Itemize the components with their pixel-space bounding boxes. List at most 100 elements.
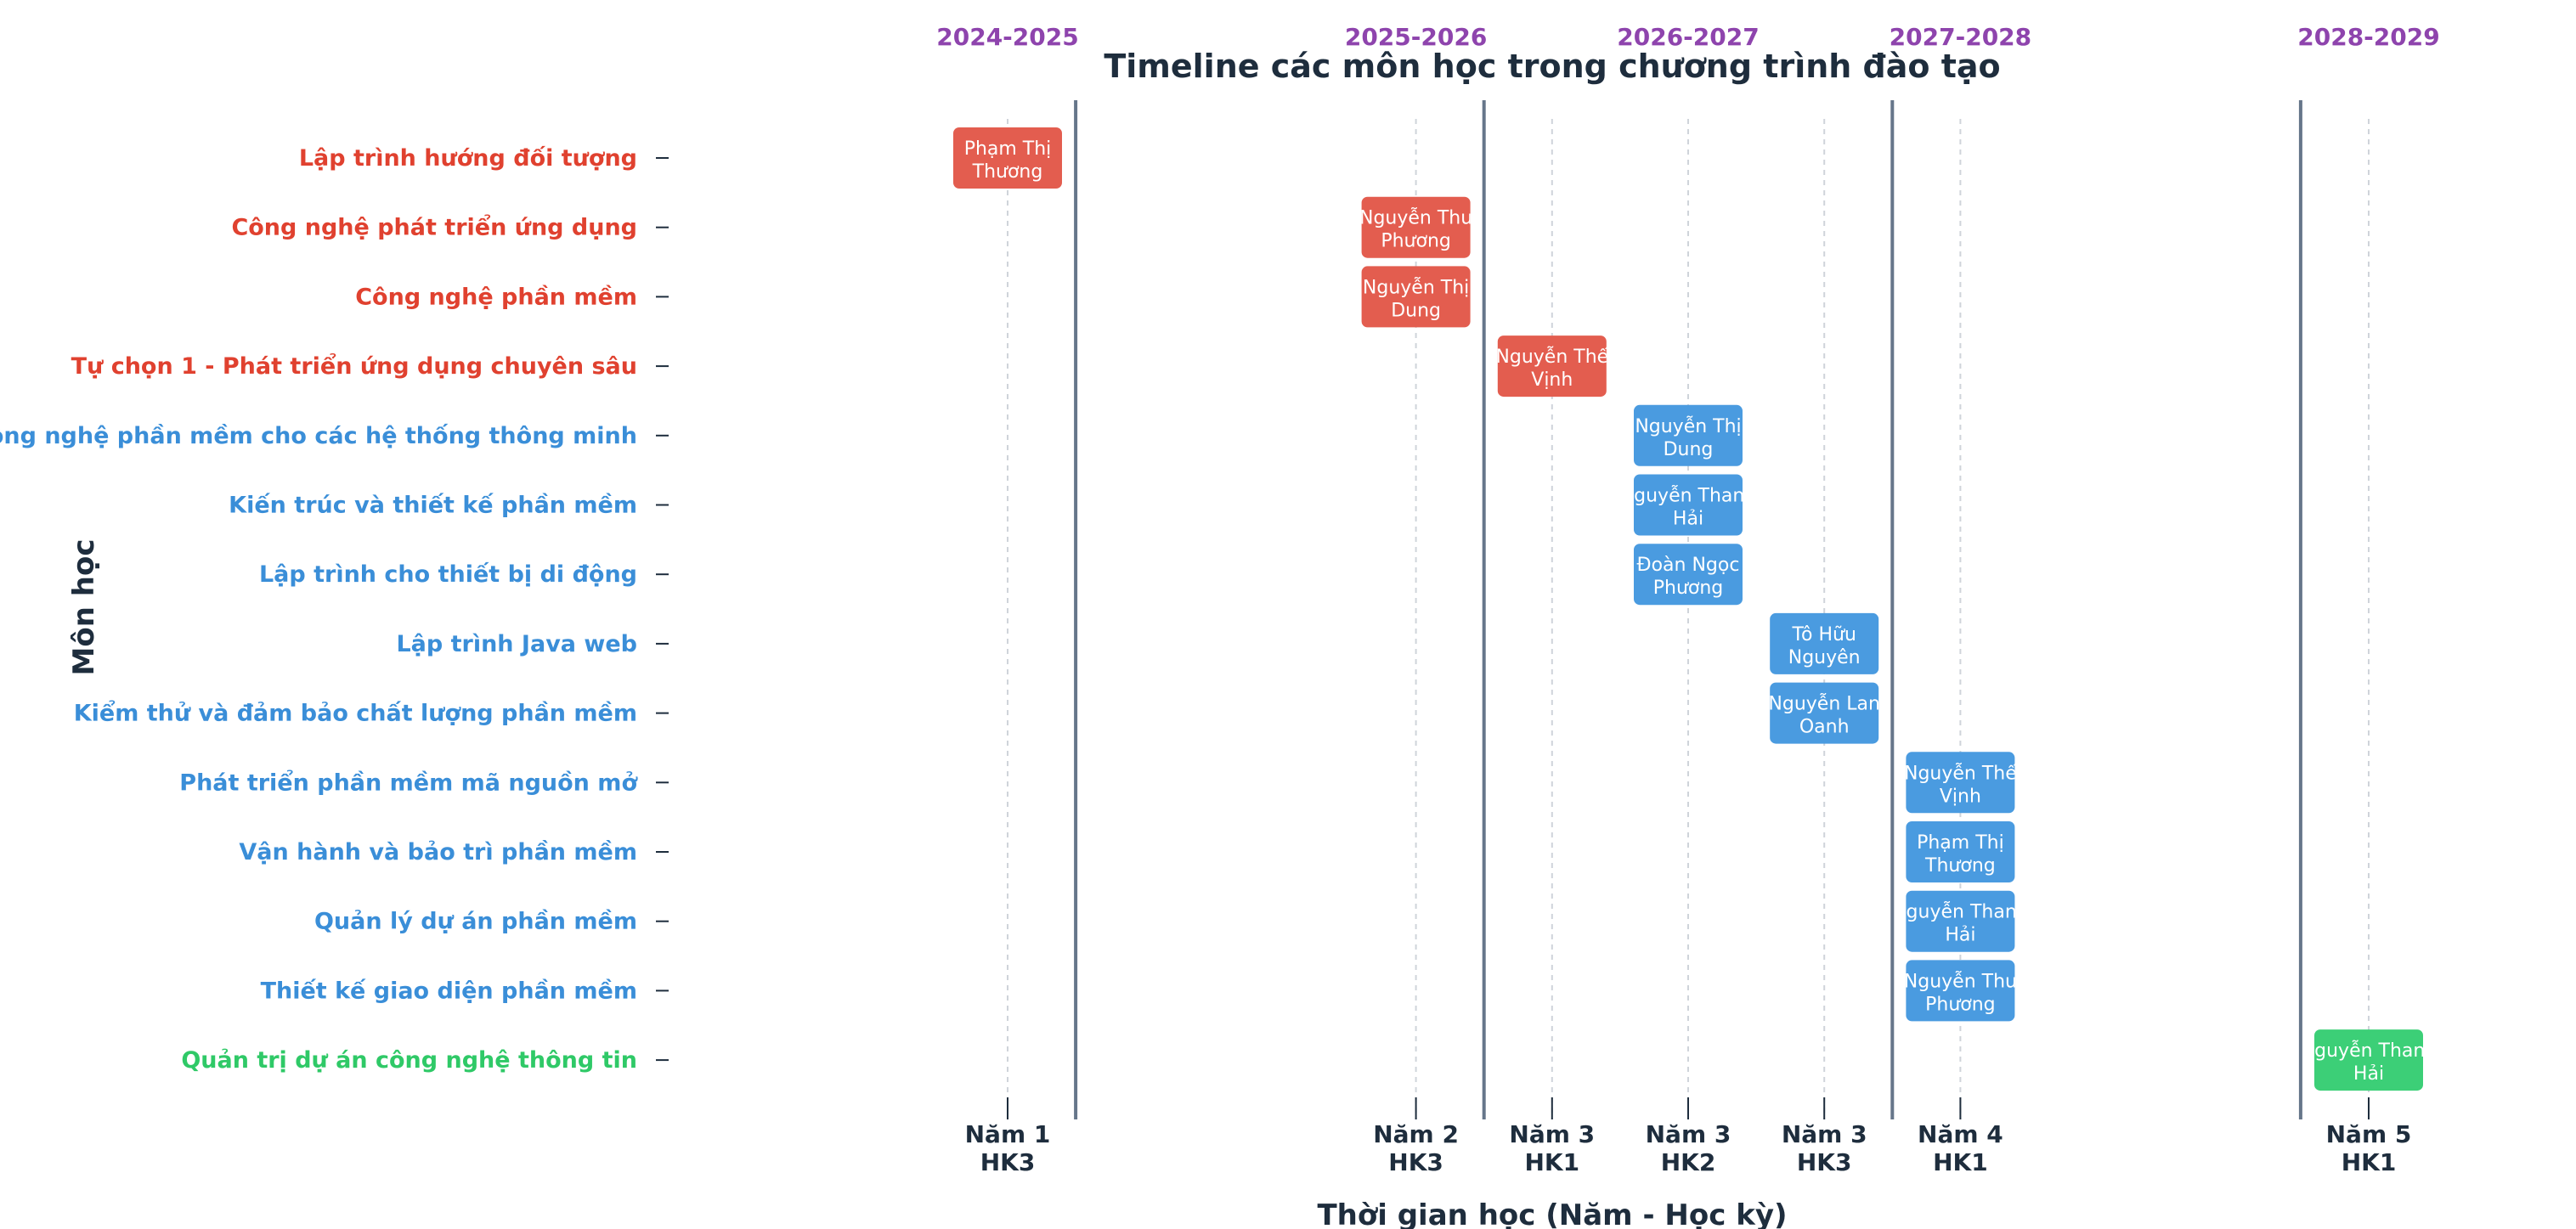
course-bar-rect [2314, 1029, 2423, 1091]
course-bar-rect [953, 127, 1062, 189]
x-tick-label: Năm 3 [1646, 1120, 1731, 1148]
teacher-label: Nguyễn Thu Phương [1904, 970, 2017, 1015]
teacher-label: Nguyễn Thanh Hải [1892, 901, 2029, 946]
teacher-label: Nguyễn Thu Phương [1359, 207, 1472, 252]
x-tick-label: HK1 [2342, 1148, 2397, 1176]
teacher-label-line: Nguyễn Thanh [1892, 901, 2029, 923]
teacher-label-line: Nguyễn Thu [1359, 207, 1472, 229]
course-bar: Đoàn Ngọc Phương [1634, 544, 1743, 606]
course-bar: Phạm Thị Thương [953, 127, 1062, 189]
course-bar: Nguyễn Thị Dung [1361, 266, 1471, 328]
course-bar-rect [1361, 266, 1471, 328]
course-bar: Nguyễn Thanh Hải [2301, 1029, 2438, 1091]
teacher-label-line: Phương [1653, 578, 1724, 599]
course-bar-rect [1906, 960, 2015, 1022]
x-tick-label: Năm 5 [2326, 1120, 2412, 1148]
teacher-label-line: Thương [972, 161, 1043, 183]
teacher-label: Đoàn Ngọc Phương [1637, 555, 1740, 599]
x-tick-label: HK3 [1797, 1148, 1852, 1176]
teacher-label-line: Nguyễn Thế [1495, 346, 1608, 368]
course-bar-rect [1906, 752, 2015, 814]
course-bar: Nguyễn Thị Dung [1634, 404, 1743, 466]
course-bar: Nguyễn Thu Phương [1904, 960, 2017, 1022]
course-label: Kiến trúc và thiết kế phần mềm [229, 493, 637, 519]
teacher-label-line: Phương [1381, 231, 1451, 252]
teacher-label-line: Nguyễn Thị [1363, 276, 1469, 298]
x-tick-label: Năm 3 [1509, 1120, 1595, 1148]
course-bar: Nguyễn Thế Vịnh [1495, 335, 1608, 397]
year-label: 2024-2025 [936, 23, 1078, 51]
course-label: Phát triển phần mềm mã nguồn mở [179, 768, 638, 796]
teacher-label: Phạm Thị Thương [964, 138, 1052, 183]
teacher-label-line: Nguyễn Lan [1768, 693, 1880, 715]
course-label: Thiết kế giao diện phần mềm [261, 978, 637, 1004]
teacher-label: Nguyễn Thị Dung [1363, 276, 1469, 321]
course-label: Lập trình cho thiết bị di động [259, 561, 637, 588]
y-axis-label: Môn học [67, 539, 101, 676]
teacher-label: Nguyễn Thế Vịnh [1495, 346, 1608, 391]
course-bar-rect [1497, 335, 1607, 397]
x-tick-label: HK2 [1661, 1148, 1716, 1176]
teacher-label-line: Thương [1924, 855, 1996, 877]
course-bar-rect [1361, 196, 1471, 258]
teacher-label-line: Nguyễn Thu [1904, 970, 2017, 992]
teacher-label-line: Dung [1664, 439, 1714, 460]
course-label: Lập trình Java web [396, 631, 637, 657]
teacher-label-line: Nguyên [1788, 647, 1861, 668]
teacher-label: Nguyễn Thế Vịnh [1904, 762, 2017, 807]
year-label: 2025-2026 [1345, 23, 1487, 51]
teacher-label-line: Hải [1673, 509, 1703, 530]
teacher-label: Nguyễn Thanh Hải [1620, 485, 1757, 530]
course-label: Công nghệ phần mềm cho các hệ thống thôn… [0, 423, 637, 449]
course-bar: Nguyễn Thanh Hải [1620, 474, 1757, 536]
teacher-label: Nguyễn Thị Dung [1635, 415, 1741, 460]
teacher-label-line: Nguyễn Thị [1635, 415, 1741, 437]
teacher-label-line: Phương [1925, 994, 1996, 1015]
x-tick-label: Năm 1 [965, 1120, 1051, 1148]
year-label: 2028-2029 [2297, 23, 2439, 51]
course-bar: Nguyễn Thanh Hải [1892, 890, 2029, 952]
teacher-label-line: Tô Hữu [1791, 624, 1856, 646]
course-label: Quản trị dự án công nghệ thông tin [181, 1047, 637, 1074]
x-axis-label: Thời gian học (Năm - Học kỳ) [1317, 1198, 1787, 1229]
course-bar: Phạm Thị Thương [1906, 821, 2015, 882]
teacher-label: Tô Hữu Nguyên [1788, 624, 1861, 668]
course-label: Kiểm thử và đảm bảo chất lượng phần mềm [74, 699, 637, 727]
x-tick-label: HK1 [1933, 1148, 1988, 1176]
teacher-label-line: Vịnh [1531, 369, 1573, 391]
teacher-label-line: Nguyễn Thanh [1620, 485, 1757, 507]
course-label: Tự chọn 1 - Phát triển ứng dụng chuyên s… [71, 352, 637, 380]
course-bar-rect [1634, 544, 1743, 606]
teacher-label-line: Phạm Thị [964, 138, 1052, 160]
teacher-label-line: Hải [1945, 925, 1975, 946]
x-tick-label: HK3 [980, 1148, 1036, 1176]
course-label: Quản lý dự án phần mềm [314, 909, 637, 935]
year-labels: 2024-2025 2025-2026 2026-2027 2027-2028 2028… [936, 23, 2439, 51]
x-tick-label: HK3 [1388, 1148, 1443, 1176]
course-bar-rect [1906, 890, 2015, 952]
course-bar: Tô Hữu Nguyên [1770, 612, 1879, 674]
grid-lines [1007, 119, 2370, 1119]
course-label: Lập trình hướng đối tượng [299, 145, 637, 172]
teacher-label-line: Phạm Thị [1917, 832, 2004, 854]
x-tick-label: Năm 4 [1918, 1120, 2003, 1148]
teacher-label: Nguyễn Thanh Hải [2301, 1040, 2438, 1085]
course-bar-rect [1634, 404, 1743, 466]
teacher-label-line: Đoàn Ngọc [1637, 555, 1740, 576]
course-label: Công nghệ phần mềm [355, 284, 637, 310]
teacher-label: Nguyễn Lan Oanh [1768, 693, 1880, 738]
course-bar: Nguyễn Lan Oanh [1768, 682, 1880, 744]
course-label: Công nghệ phát triển ứng dụng [231, 213, 637, 241]
year-label: 2026-2027 [1617, 23, 1759, 51]
chart-title: Timeline các môn học trong chương trình … [1104, 48, 2000, 85]
course-labels: Lập trình hướng đối tượng Công nghệ phát … [0, 145, 669, 1074]
course-bar-rect [1770, 682, 1879, 744]
course-bar: Nguyễn Thu Phương [1359, 196, 1472, 258]
course-bar-rect [1770, 612, 1879, 674]
teacher-label-line: Nguyễn Thanh [2301, 1040, 2438, 1062]
teacher-label-line: Vịnh [1940, 786, 1981, 807]
course-bar-rect [1634, 474, 1743, 536]
